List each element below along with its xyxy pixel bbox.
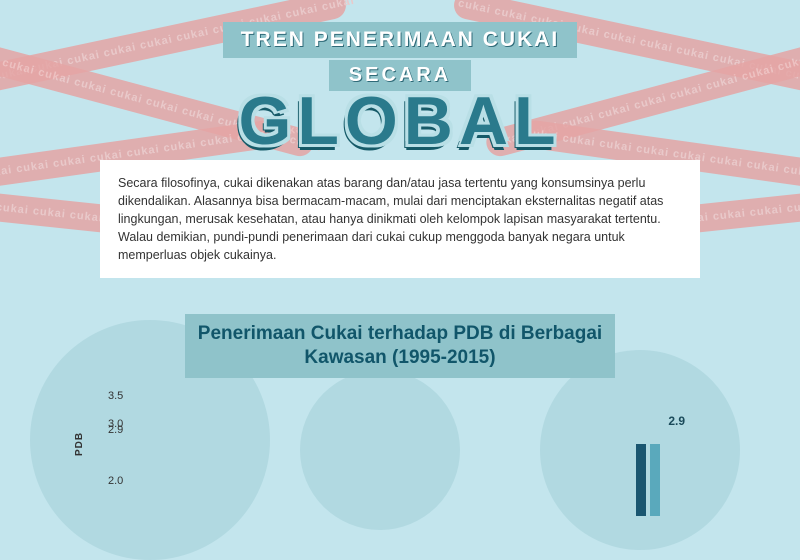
chart-bar [650,444,660,516]
title-block: TREN PENERIMAAN CUKAI SECARA GLOBAL [0,0,800,154]
bar-group [636,444,660,516]
y-tick: 2.9 [108,424,123,436]
title-line3: GLOBAL [0,89,800,154]
y-axis-label: PDB [74,432,85,456]
chart-bar [636,444,646,516]
chart-title: Penerimaan Cukai terhadap PDB di Berbaga… [185,314,615,378]
title-line1: TREN PENERIMAAN CUKAI [223,22,578,58]
y-tick: 2.0 [108,475,123,487]
description-box: Secara filosofinya, cukai dikenakan atas… [100,160,700,279]
bar-value-label: 2.9 [668,414,685,428]
chart-area: PDB 3.5 3.0 2.9 2.0 2.9 [80,396,720,496]
y-tick: 3.5 [108,390,123,402]
